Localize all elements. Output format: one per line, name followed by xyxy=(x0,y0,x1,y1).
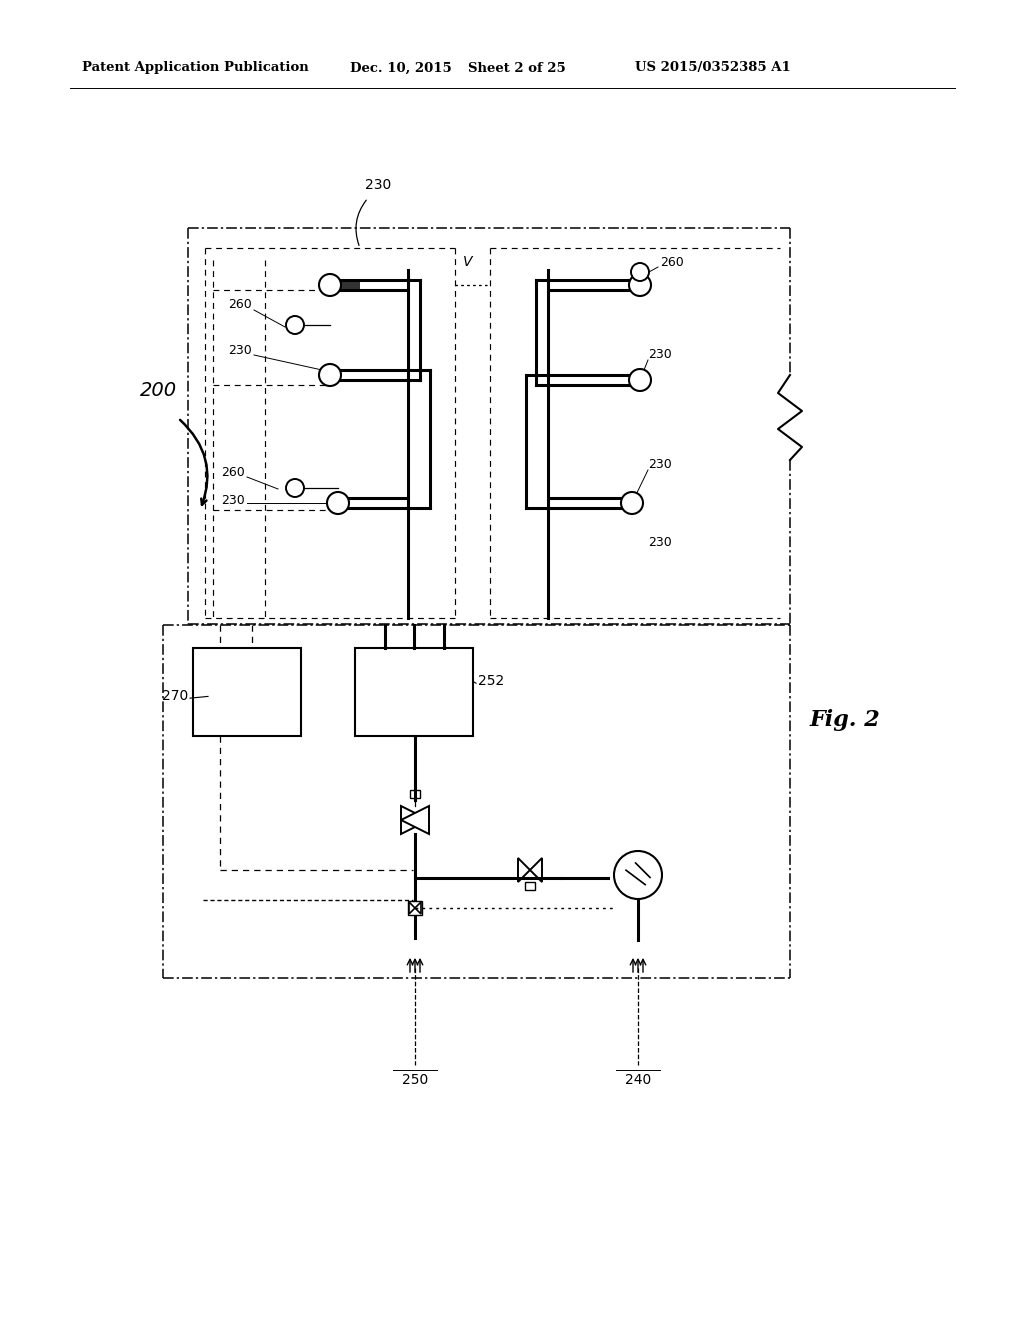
Text: 260: 260 xyxy=(221,466,245,479)
Text: 252: 252 xyxy=(478,675,504,689)
Polygon shape xyxy=(518,858,530,882)
Text: 230: 230 xyxy=(221,494,245,507)
Text: Fig. 2: Fig. 2 xyxy=(810,709,881,731)
Polygon shape xyxy=(530,858,542,882)
Bar xyxy=(330,280,360,290)
Text: 270: 270 xyxy=(162,689,188,704)
Text: 230: 230 xyxy=(648,536,672,549)
Text: V: V xyxy=(463,255,473,269)
Circle shape xyxy=(286,479,304,498)
Text: Patent Application Publication: Patent Application Publication xyxy=(82,62,309,74)
Text: 230: 230 xyxy=(648,458,672,471)
Circle shape xyxy=(319,275,341,296)
Circle shape xyxy=(614,851,662,899)
Polygon shape xyxy=(409,902,415,913)
Text: Sheet 2 of 25: Sheet 2 of 25 xyxy=(468,62,565,74)
Bar xyxy=(193,648,301,737)
Circle shape xyxy=(621,492,643,513)
Circle shape xyxy=(631,263,649,281)
Circle shape xyxy=(319,364,341,385)
Text: 230: 230 xyxy=(228,343,252,356)
Polygon shape xyxy=(401,807,429,834)
Circle shape xyxy=(327,492,349,513)
Text: 260: 260 xyxy=(228,298,252,312)
Polygon shape xyxy=(415,902,421,913)
Text: Dec. 10, 2015: Dec. 10, 2015 xyxy=(350,62,452,74)
Polygon shape xyxy=(401,807,429,834)
Text: 230: 230 xyxy=(365,178,391,191)
Text: US 2015/0352385 A1: US 2015/0352385 A1 xyxy=(635,62,791,74)
Text: 250: 250 xyxy=(401,1073,428,1086)
Text: 200: 200 xyxy=(139,380,176,400)
Circle shape xyxy=(629,275,651,296)
Text: 230: 230 xyxy=(648,348,672,362)
Text: 240: 240 xyxy=(625,1073,651,1086)
Bar xyxy=(410,789,420,799)
Circle shape xyxy=(286,315,304,334)
Text: 260: 260 xyxy=(660,256,684,268)
Bar xyxy=(355,648,473,737)
Bar xyxy=(408,900,422,915)
Bar xyxy=(525,882,535,890)
Circle shape xyxy=(629,370,651,391)
